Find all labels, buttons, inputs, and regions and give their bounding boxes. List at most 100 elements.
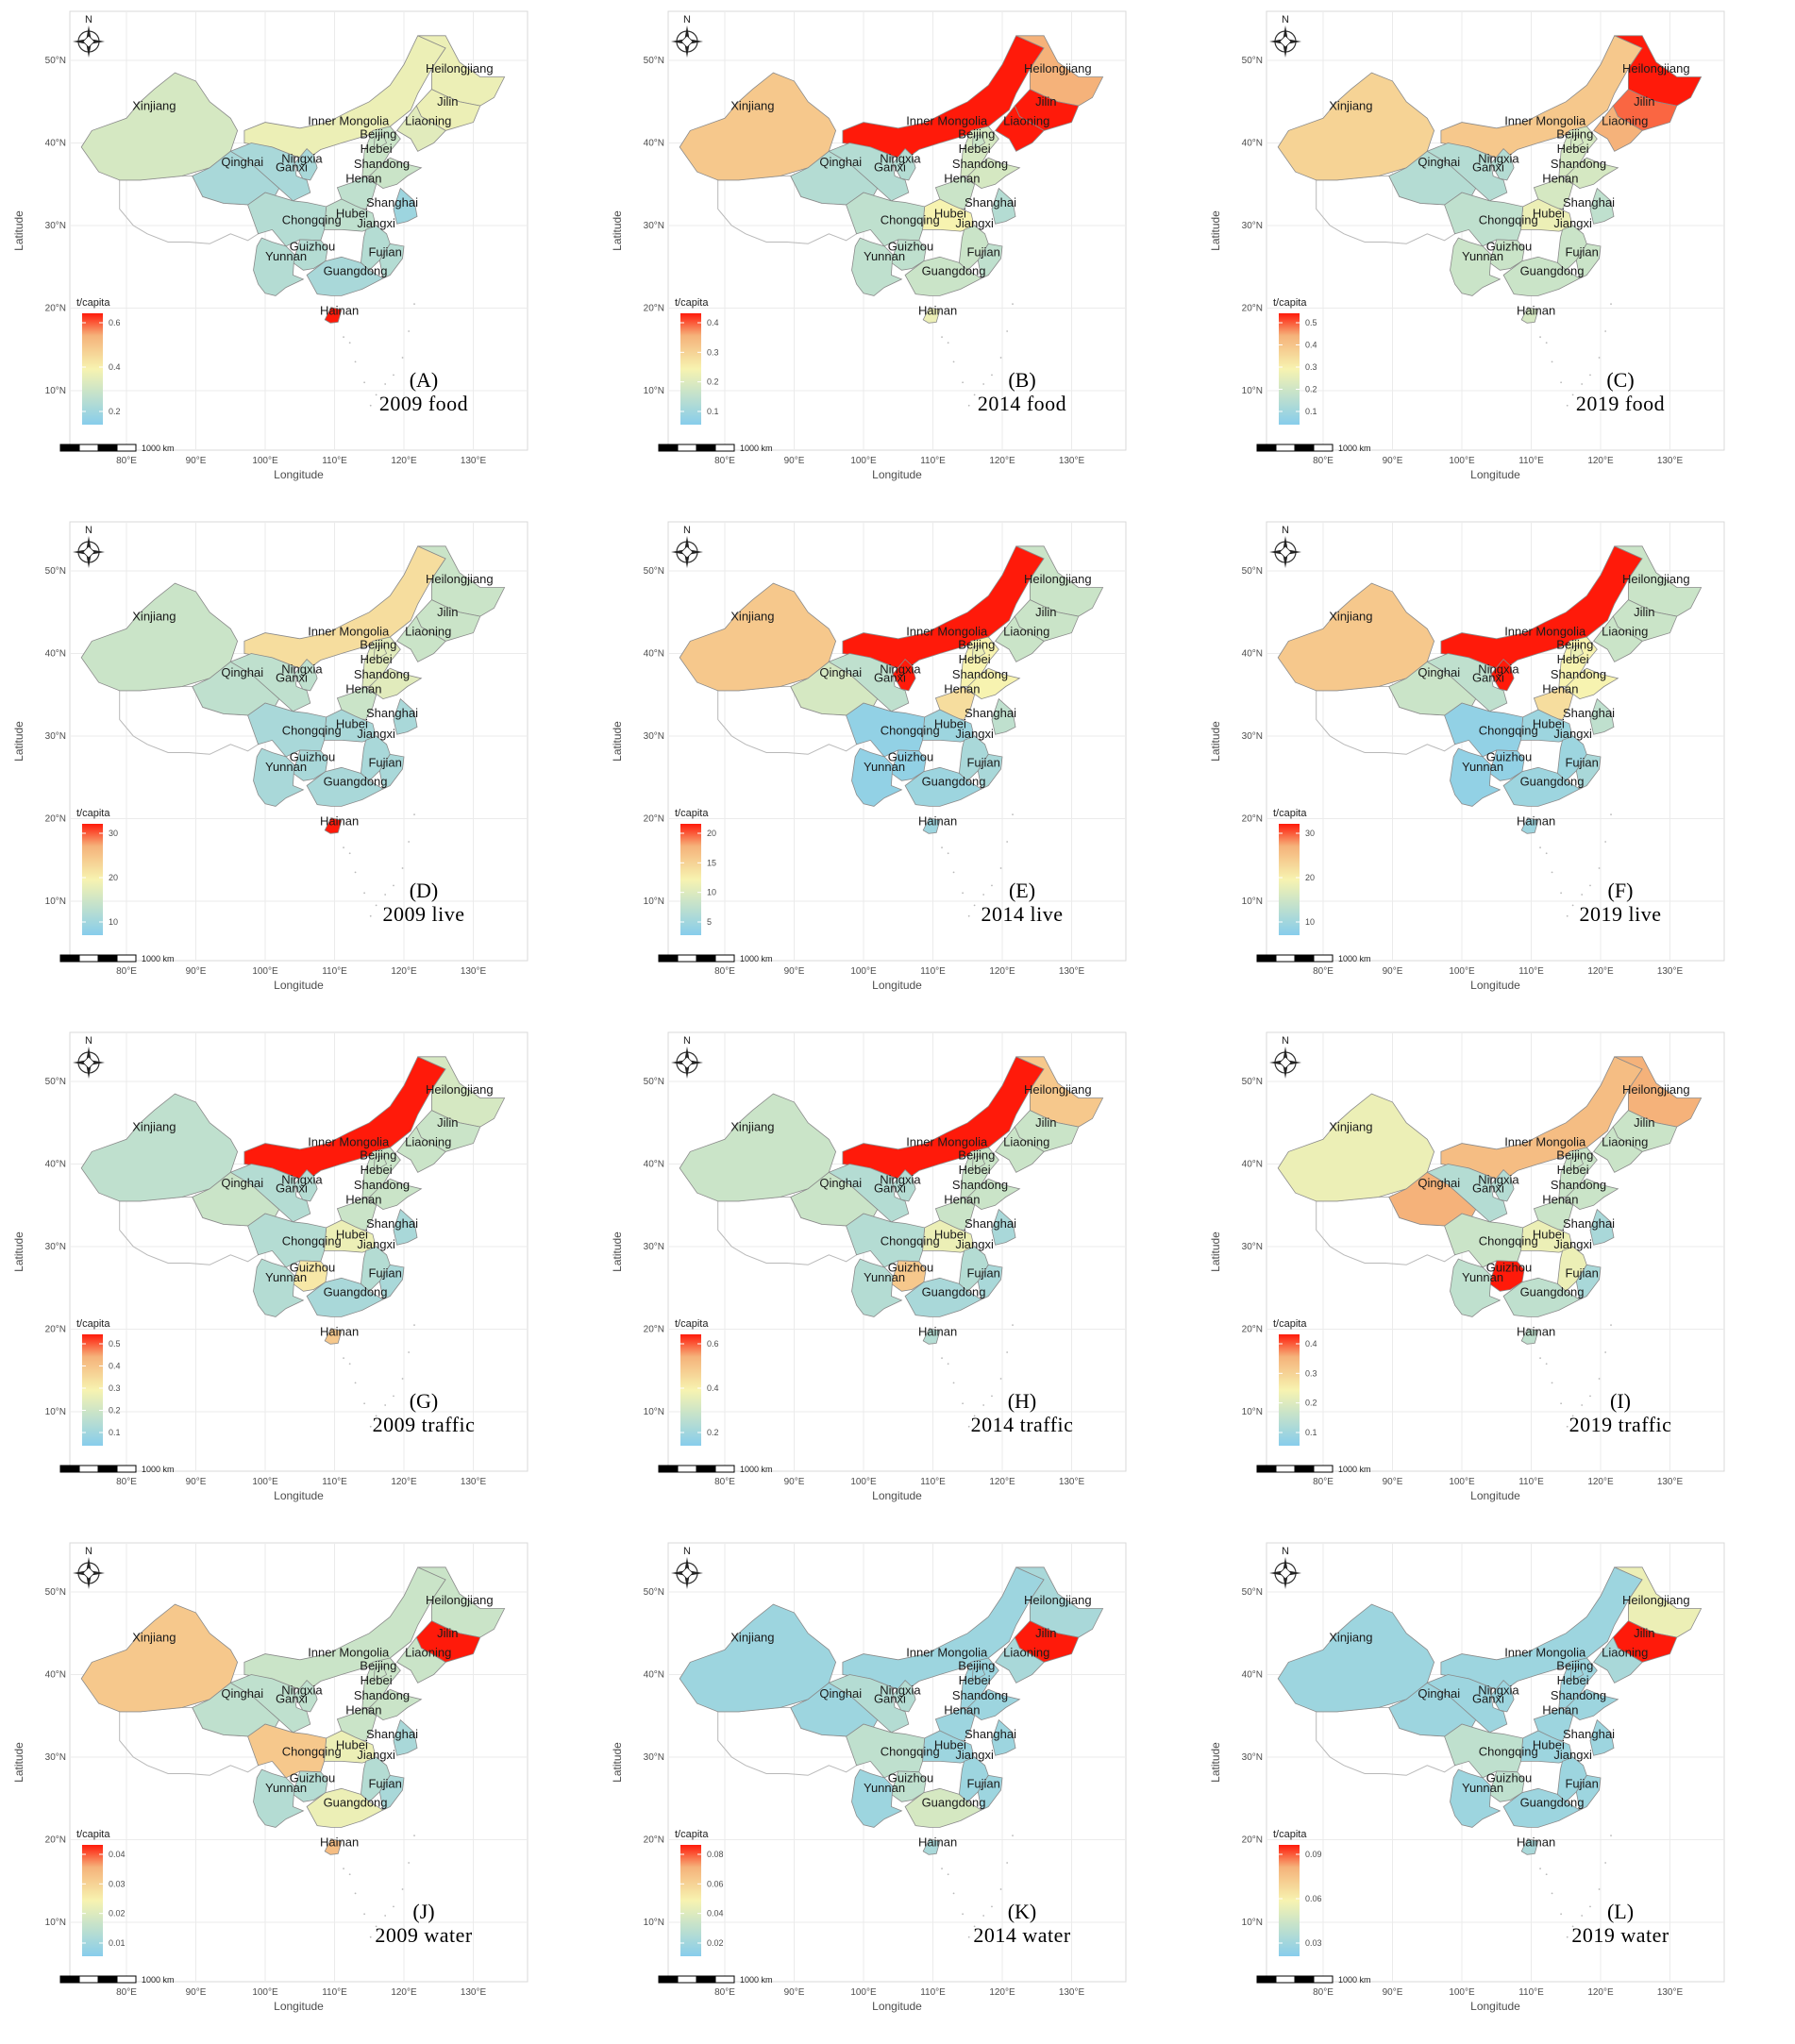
province-label: Xinjiang	[1329, 1631, 1372, 1645]
province-jiangxi	[1556, 1756, 1587, 1802]
y-axis-label: Latitude	[12, 1742, 25, 1783]
province-label: Guangdong	[1520, 1796, 1585, 1810]
north-label: N	[85, 1546, 92, 1557]
panel-caption: 2019 water	[1571, 1923, 1669, 1947]
legend: t/capita 10 20 30	[1273, 808, 1315, 935]
province-jiangxi	[1556, 735, 1587, 781]
province-label: Henan	[345, 1703, 381, 1717]
province-hubei	[922, 198, 976, 232]
province-label: Shanghai	[366, 195, 418, 209]
legend-tick-label: 0.09	[1305, 1850, 1322, 1859]
y-axis-label: Latitude	[1209, 721, 1222, 762]
province-label: Hainan	[1517, 1325, 1555, 1339]
province-qinghai	[192, 1171, 280, 1227]
x-tick-label: 130°E	[1059, 456, 1085, 466]
province-label: Henan	[944, 172, 980, 186]
y-tick-label: 40°N	[644, 649, 664, 660]
legend: t/capita 5 10 15 20	[675, 808, 716, 935]
x-tick-label: 130°E	[1059, 966, 1085, 977]
province-label: Hainan	[1517, 1835, 1555, 1850]
legend-tick-label: 10	[109, 917, 118, 927]
province-label: Qinghai	[1418, 155, 1460, 169]
x-tick-label: 90°E	[1383, 966, 1403, 977]
panel-letter: (G)	[410, 1389, 439, 1413]
island-mark	[1566, 404, 1569, 407]
legend-colorbar	[680, 1845, 701, 1956]
y-tick-label: 50°N	[1242, 566, 1263, 577]
legend-title: t/capita	[675, 1829, 709, 1840]
province-label: Inner Mongolia	[308, 1645, 390, 1659]
island-mark	[1610, 1835, 1612, 1837]
province-jiangxi	[360, 1246, 391, 1292]
north-arrow-icon: N	[1269, 1546, 1301, 1589]
legend-tick-label: 0.3	[707, 347, 719, 357]
province-shandong	[965, 1178, 1021, 1211]
province-label: Shandong	[952, 1178, 1008, 1192]
y-tick-label: 40°N	[644, 139, 664, 149]
province-hubei	[324, 1730, 377, 1764]
province-label: Yunnan	[864, 760, 905, 774]
province-label: Jilin	[437, 605, 458, 619]
x-tick-label: 130°E	[1059, 1477, 1085, 1487]
island-mark	[408, 330, 411, 332]
x-tick-label: 130°E	[1657, 456, 1684, 466]
province-chongqing	[1444, 702, 1524, 758]
province-label: Inner Mongolia	[906, 1134, 988, 1148]
x-tick-label: 120°E	[989, 966, 1015, 977]
island-mark	[1589, 374, 1591, 377]
legend-title: t/capita	[675, 1318, 709, 1330]
province-chongqing	[247, 702, 327, 758]
legend-tick-label: 0.03	[109, 1879, 126, 1888]
x-tick-label: 80°E	[116, 1987, 137, 1998]
province-label: Beijing	[958, 1148, 995, 1162]
province-label: Hainan	[918, 304, 957, 318]
legend: t/capita 0.2 0.4 0.6	[76, 297, 121, 425]
province-yunnan	[253, 747, 305, 807]
province-guangdong	[904, 1787, 982, 1828]
island-mark	[348, 1363, 351, 1365]
island-mark	[967, 404, 970, 407]
province-label: Beijing	[1556, 1148, 1593, 1162]
province-xinjiang	[80, 582, 239, 692]
country-outline	[717, 1707, 858, 1776]
island-mark	[384, 1915, 387, 1917]
island-mark	[947, 1873, 949, 1876]
legend-tick-label: 0.04	[707, 1909, 724, 1918]
island-mark	[1551, 1382, 1553, 1384]
x-tick-label: 120°E	[391, 1987, 417, 1998]
x-tick-label: 100°E	[252, 1477, 278, 1487]
island-mark	[1581, 894, 1584, 896]
country-outline	[1316, 686, 1456, 755]
province-label: Heilongjiang	[426, 1593, 494, 1607]
province-label: Jiangxi	[357, 1748, 395, 1762]
province-label: Shandong	[1551, 1688, 1606, 1702]
island-mark	[1545, 852, 1548, 855]
province-shandong	[965, 1688, 1021, 1721]
province-label: Liaoning	[405, 624, 451, 638]
panel-caption: 2019 food	[1576, 392, 1665, 415]
panel-caption: 2014 food	[978, 392, 1066, 415]
province-label: Henan	[1542, 1703, 1578, 1717]
island-mark	[962, 892, 965, 895]
y-axis-label: Latitude	[12, 210, 25, 251]
province-qinghai	[192, 1682, 280, 1737]
province-qinghai	[1388, 1171, 1477, 1227]
island-mark	[947, 1363, 949, 1365]
province-guangdong	[1502, 1787, 1581, 1828]
choropleth-map: 80°E 90°E 100°E 110°E 120°E 130°E 10°N 20°N 30°N…	[1209, 10, 1725, 481]
map-panel: 80°E 90°E 100°E 110°E 120°E 130°E 10°N 20°N 30°N…	[1200, 512, 1786, 1022]
province-label: Guangdong	[922, 1285, 986, 1299]
province-qinghai	[1388, 661, 1477, 716]
legend-tick-label: 0.4	[109, 1362, 121, 1371]
province-yunnan	[253, 1258, 305, 1317]
province-label: Shanghai	[366, 1727, 418, 1741]
province-label: Hebei	[959, 1163, 991, 1177]
province-xinjiang	[1277, 1603, 1435, 1713]
province-qinghai	[192, 661, 280, 716]
province-guizhou	[1488, 239, 1525, 271]
island-mark	[1610, 1324, 1612, 1327]
y-tick-label: 30°N	[644, 731, 664, 742]
island-mark	[413, 1835, 415, 1837]
province-label: Ganxi	[276, 159, 308, 174]
island-mark	[375, 1925, 377, 1928]
